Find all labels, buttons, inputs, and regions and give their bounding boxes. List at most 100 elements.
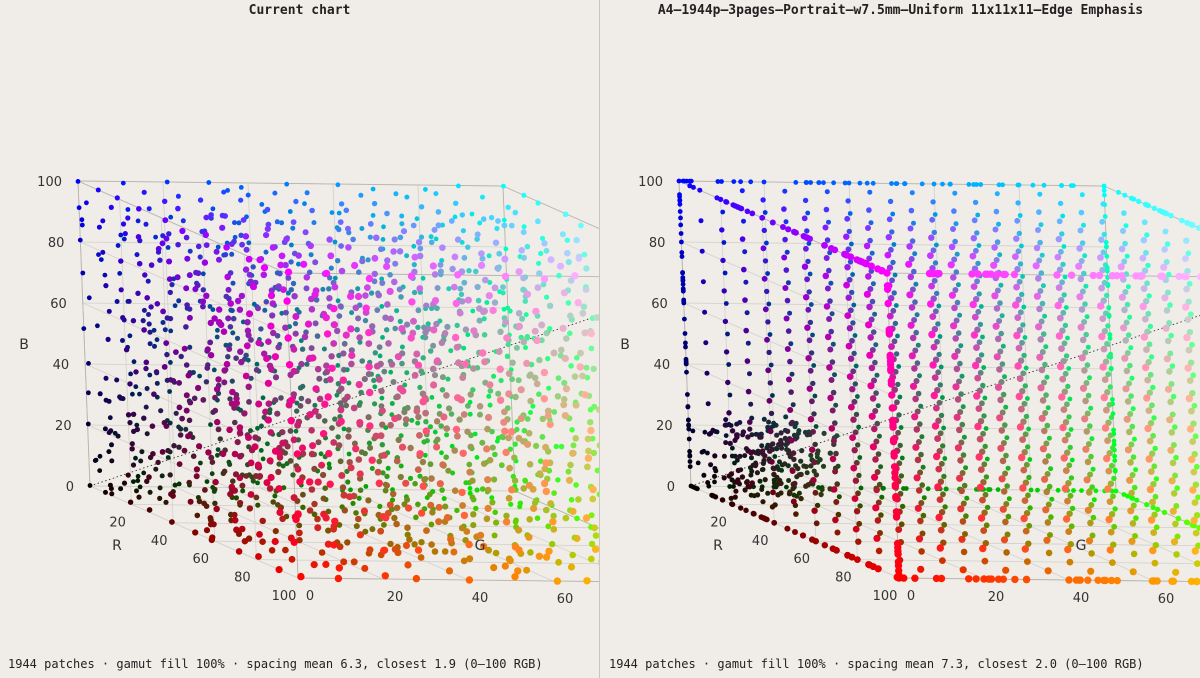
- scatter-3d-chart[interactable]: 02040608010020406080100020406080100BRG: [0, 0, 599, 678]
- data-point: [308, 486, 316, 493]
- data-point: [405, 504, 413, 512]
- data-point: [1111, 475, 1117, 482]
- data-point: [181, 447, 188, 454]
- data-point: [290, 280, 297, 287]
- data-point: [760, 499, 766, 505]
- data-point: [362, 292, 369, 299]
- data-point: [244, 319, 251, 326]
- data-point: [732, 494, 738, 500]
- data-point: [318, 451, 324, 457]
- z-tick-label: 60: [651, 297, 668, 312]
- data-point: [1125, 284, 1131, 290]
- data-point: [151, 391, 157, 398]
- data-point: [853, 459, 860, 466]
- data-point: [828, 280, 834, 286]
- scatter-3d-chart[interactable]: 02040608010020406080100020406080100BRG: [601, 0, 1200, 678]
- data-point: [326, 286, 332, 292]
- data-point: [290, 225, 296, 231]
- data-point: [845, 294, 852, 301]
- data-point: [748, 449, 754, 456]
- y-tick-label: 0: [306, 589, 314, 604]
- data-point: [1040, 331, 1047, 337]
- data-point: [294, 400, 300, 406]
- data-point: [495, 348, 503, 355]
- data-point: [850, 272, 855, 277]
- data-point: [755, 492, 761, 498]
- data-point: [994, 239, 1001, 245]
- data-point: [420, 355, 426, 361]
- data-point: [244, 327, 252, 334]
- data-point: [1063, 353, 1070, 359]
- data-point: [137, 484, 143, 490]
- data-point: [98, 257, 104, 262]
- data-point: [417, 245, 424, 252]
- data-point: [744, 358, 751, 364]
- data-point: [977, 418, 985, 425]
- data-point: [807, 319, 814, 326]
- data-point: [430, 342, 437, 349]
- data-point: [1185, 346, 1193, 354]
- data-point: [465, 576, 474, 584]
- data-point: [415, 307, 422, 314]
- x-tick-label: 20: [109, 515, 126, 530]
- data-point: [976, 435, 984, 443]
- data-point: [702, 309, 708, 315]
- data-point: [246, 310, 253, 318]
- data-point: [297, 403, 304, 409]
- data-point: [228, 400, 236, 407]
- data-point: [908, 207, 915, 214]
- data-point: [803, 245, 809, 252]
- data-point: [1127, 411, 1134, 417]
- data-point: [175, 205, 181, 212]
- data-point: [575, 255, 583, 262]
- data-point: [384, 473, 390, 480]
- data-point: [178, 426, 184, 432]
- data-point: [296, 522, 303, 529]
- data-point: [496, 396, 505, 404]
- data-point: [581, 329, 589, 337]
- data-point: [120, 315, 126, 321]
- data-point: [1154, 506, 1161, 513]
- data-point: [919, 482, 925, 488]
- data-point: [592, 532, 599, 539]
- data-point: [364, 284, 371, 291]
- data-point: [106, 449, 112, 455]
- data-point: [765, 319, 771, 325]
- data-point: [1084, 576, 1092, 584]
- data-point: [931, 229, 937, 236]
- data-point: [570, 442, 577, 449]
- data-point: [713, 494, 719, 500]
- data-point: [950, 322, 958, 330]
- data-point: [1122, 337, 1129, 344]
- data-point: [81, 326, 87, 331]
- data-point: [459, 502, 466, 509]
- x-tick-label: 100: [873, 589, 898, 604]
- data-point: [1147, 371, 1154, 378]
- data-point: [315, 413, 322, 420]
- data-point: [147, 489, 153, 495]
- data-point: [416, 285, 424, 292]
- data-point: [338, 385, 345, 392]
- data-point: [826, 316, 833, 322]
- data-point: [569, 427, 575, 433]
- data-point: [1191, 547, 1199, 555]
- data-point: [914, 504, 922, 512]
- data-point: [342, 331, 350, 339]
- data-point: [1150, 529, 1158, 536]
- data-point: [436, 403, 442, 409]
- data-point: [283, 309, 289, 316]
- data-point: [209, 459, 216, 466]
- data-point: [759, 448, 766, 454]
- data-point: [958, 391, 964, 397]
- data-point: [929, 216, 936, 223]
- data-point: [311, 291, 319, 299]
- data-point: [387, 315, 395, 323]
- data-point: [918, 403, 924, 409]
- data-point: [908, 304, 916, 311]
- data-point: [950, 226, 956, 232]
- data-point: [392, 260, 399, 267]
- data-point: [335, 363, 341, 368]
- data-point: [1025, 492, 1031, 499]
- data-point: [1062, 515, 1071, 523]
- data-point: [480, 194, 485, 200]
